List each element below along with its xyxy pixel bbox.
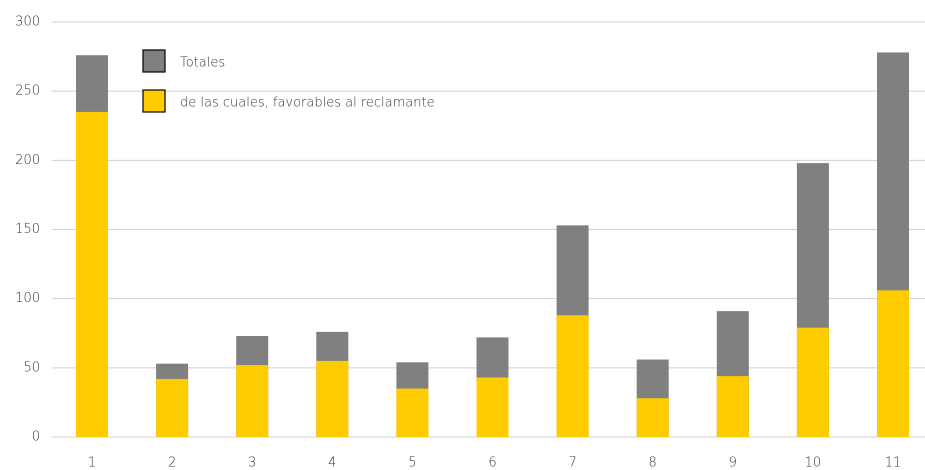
y-tick-label: 300 <box>15 15 40 30</box>
bar <box>76 111 108 438</box>
x-tick-label: 2 <box>168 456 176 470</box>
bar <box>476 377 509 437</box>
x-tick-label: 1 <box>88 456 96 470</box>
x-tick-label: 10 <box>805 456 822 470</box>
y-tick-label: 100 <box>15 291 40 306</box>
x-tick-label: 11 <box>885 456 902 470</box>
legend-label: de las cuales, favorables al reclamante <box>180 96 435 111</box>
bar <box>316 360 349 437</box>
x-tick-label: 9 <box>729 456 737 470</box>
bar <box>236 365 269 437</box>
bar <box>636 398 669 437</box>
y-tick-label: 200 <box>15 153 40 168</box>
legend-label: Totales <box>180 56 225 71</box>
x-tick-label: 8 <box>649 456 657 470</box>
x-tick-label: 5 <box>408 456 416 470</box>
bar <box>156 378 189 437</box>
y-tick-label: 0 <box>32 430 40 445</box>
bar <box>716 376 749 437</box>
bar <box>877 290 909 437</box>
y-tick-label: 50 <box>23 360 40 375</box>
bar <box>796 327 829 437</box>
x-tick-label: 6 <box>488 456 496 470</box>
bar <box>396 388 429 437</box>
y-tick-label: 250 <box>15 84 40 99</box>
y-tick-label: 150 <box>15 222 40 237</box>
bar <box>556 315 589 437</box>
legend-swatch <box>142 89 166 113</box>
x-tick-label: 7 <box>568 456 576 470</box>
x-tick-label: 4 <box>328 456 336 470</box>
x-tick-label: 3 <box>248 456 256 470</box>
legend-swatch <box>142 49 166 73</box>
